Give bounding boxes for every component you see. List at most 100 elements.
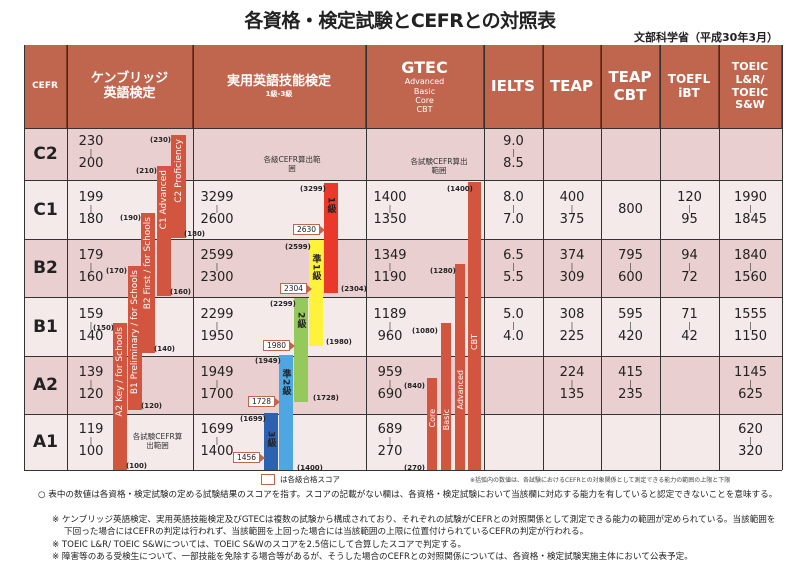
range-bottom: (140) <box>154 345 176 353</box>
header-label: L&R/ <box>735 72 765 86</box>
range-bottom: (1728) <box>313 394 339 402</box>
range-dash: | <box>89 320 93 330</box>
score-upper: 5.0 <box>503 306 524 322</box>
range-dash: | <box>89 379 93 388</box>
toeic-score: 1990 | 1845 <box>719 191 782 226</box>
gtec-bar: Core <box>427 378 437 470</box>
score-upper: 2299 <box>200 306 234 322</box>
score-upper: 94 <box>681 248 698 263</box>
range-dash: | <box>570 379 574 388</box>
header-label: TOEIC <box>731 60 769 74</box>
score-lower: 7.0 <box>503 211 524 227</box>
footnote-1: ○ 表中の数値は各資格・検定試験の定める試験結果のスコアを指す。スコアの記載がな… <box>38 490 778 500</box>
toefl-score: 94 | 72 <box>660 249 719 284</box>
range-top: (190) <box>120 214 142 222</box>
cefr-level: A1 <box>33 432 58 452</box>
range-dash: | <box>512 203 515 213</box>
header-label: 実用英語技能検定 <box>226 74 331 89</box>
range-bottom: (180) <box>184 230 206 238</box>
eiken-bar: 2級 <box>294 298 308 402</box>
range-bottom: (1400) <box>297 464 323 472</box>
header-sub: 1級-3級 <box>265 89 293 98</box>
range-top: (840) <box>404 382 426 390</box>
gtec-score: 689 | 270 <box>373 423 407 458</box>
score-upper: 2599 <box>200 248 234 263</box>
score-upper: 689 <box>377 422 403 437</box>
score-lower: 42 <box>681 328 698 344</box>
bracket-note: ※括弧内の数値は、各試験におけるCEFRとの対象関係として測定できる能力の範囲の… <box>470 477 731 484</box>
bar-label: B2 First / for Schools <box>143 217 153 310</box>
header-4: IELTS <box>484 45 543 128</box>
score-upper: 1990 <box>733 189 768 205</box>
eiken-score: 1699 | 1400 <box>200 423 234 458</box>
column-divider <box>719 45 720 470</box>
range-dash: | <box>570 320 574 330</box>
score-upper: 308 <box>559 306 585 322</box>
range-top: (2599) <box>285 243 311 251</box>
header-label: ケンブリッジ <box>90 70 169 86</box>
score-lower: 690 <box>377 387 403 402</box>
score-upper: 1189 <box>373 306 407 322</box>
eiken-bar: 準2級 <box>279 355 293 470</box>
header-label: 英語検定 <box>103 85 156 101</box>
score-upper: 1840 <box>733 248 768 263</box>
ielts-score: 9.0 | 8.5 <box>484 135 543 170</box>
bar-label: 準2級 <box>280 369 291 397</box>
score-lower: 1190 <box>373 270 407 285</box>
score-lower: 5.5 <box>503 270 524 285</box>
eiken-score: 2599 | 2300 <box>200 249 234 284</box>
header-label: TOEFL <box>667 71 711 86</box>
cambridge-bar: C2 Proficiency <box>171 135 186 238</box>
header-label: CBT <box>613 85 647 104</box>
row-A1 <box>24 414 782 470</box>
pass-score-tag: 1728 <box>248 396 280 407</box>
range-dash: | <box>749 203 752 213</box>
score-upper: 1349 <box>373 248 407 263</box>
gtec-score: 1189 | 960 <box>373 308 407 343</box>
score-lower: 625 <box>738 387 763 402</box>
score-lower: 200 <box>78 156 104 171</box>
range-dash: | <box>388 203 392 213</box>
range-dash: | <box>570 262 574 271</box>
bar-label: CBT <box>470 334 479 350</box>
ielts-score: 8.0 | 7.0 <box>484 191 543 226</box>
range-dash: | <box>215 436 219 445</box>
eiken-score: 3299 | 2600 <box>200 191 234 226</box>
teap_cbt-score: 415 | 235 <box>601 366 660 401</box>
column-divider <box>193 45 194 470</box>
header-sub: Core <box>415 95 434 105</box>
footnote-4: ※ 障害等のある受検生について、一部技能を免除する場合等があるが、そうした場合の… <box>52 552 693 562</box>
score-lower: 320 <box>738 444 763 459</box>
header-sub: Advanced <box>404 77 445 87</box>
cefr-level: C2 <box>33 144 58 164</box>
cambridge-score: 179 | 160 <box>74 249 108 284</box>
row-C2 <box>24 128 782 180</box>
header-label: GTEC <box>401 57 448 77</box>
range-bottom: (2304) <box>341 285 367 293</box>
range-dash: | <box>388 436 392 445</box>
eiken-bar: 3級 <box>264 413 278 470</box>
score-lower: 225 <box>559 328 585 344</box>
header-3: GTEC Advanced Basic Core CBT <box>366 45 484 128</box>
ielts-score: 5.0 | 4.0 <box>484 308 543 343</box>
score-lower: 420 <box>618 328 643 344</box>
ielts-score: 6.5 | 5.5 <box>484 249 543 284</box>
range-top: (170) <box>106 267 128 275</box>
column-divider <box>660 45 661 470</box>
score-lower: 1845 <box>733 211 768 227</box>
range-dash: | <box>629 320 632 330</box>
range-dash: | <box>512 320 515 330</box>
range-dash: | <box>749 436 752 445</box>
score-upper: 3299 <box>200 189 234 205</box>
score-lower: 600 <box>618 270 643 285</box>
bar-label: Advanced <box>455 370 465 410</box>
range-dash: | <box>629 379 632 388</box>
gtec-score: 959 | 690 <box>373 366 407 401</box>
score-upper: 71 <box>681 306 698 322</box>
score-upper: 1145 <box>733 365 768 380</box>
range-top: (210) <box>136 167 158 175</box>
header-label: TEAP <box>549 76 594 95</box>
cambridge-bar: A2 Key / for Schools <box>113 323 127 470</box>
score-lower: 1950 <box>200 328 234 344</box>
score-upper: 795 <box>618 248 643 263</box>
